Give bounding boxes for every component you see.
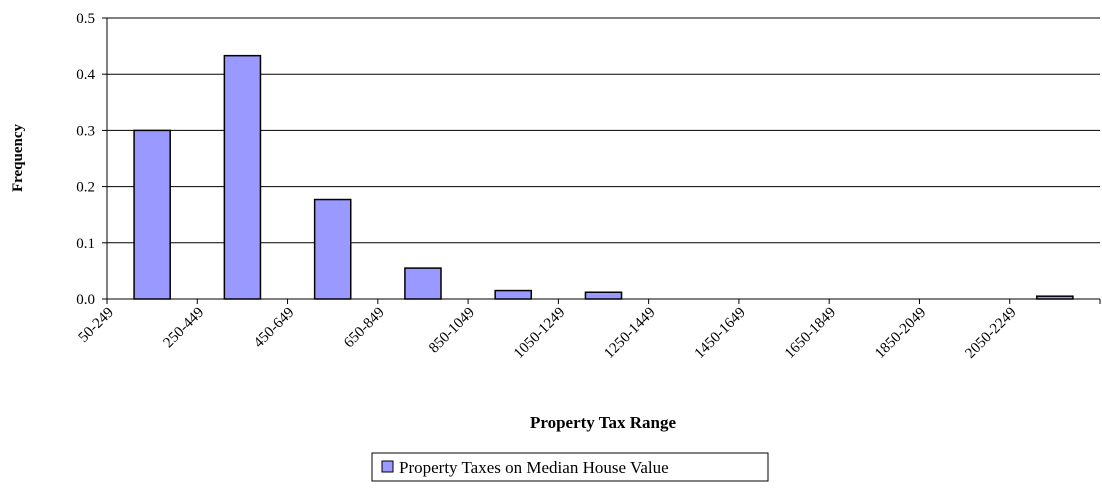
- y-tick-label: 0.5: [76, 11, 95, 27]
- bar: [584, 291, 623, 300]
- bar: [313, 198, 352, 300]
- y-tick-label: 0.4: [76, 67, 95, 83]
- x-tick-label: 2050-2249: [962, 305, 1019, 362]
- x-tick-label: 250-449: [161, 305, 208, 352]
- x-tick-label: 1850-2049: [872, 305, 929, 362]
- bar: [223, 54, 262, 300]
- y-tick-label: 0.3: [76, 123, 95, 139]
- x-tick-label: 850-1049: [426, 305, 478, 357]
- y-tick-label: 0.0: [76, 292, 95, 308]
- legend-box: [371, 452, 769, 482]
- x-tick-label: 1650-1849: [782, 305, 839, 362]
- bar: [494, 289, 533, 300]
- y-tick-label: 0.1: [76, 236, 95, 252]
- x-tick-label: 1250-1449: [601, 305, 658, 362]
- x-tick-label: 1050-1249: [511, 305, 568, 362]
- x-tick-label: 1450-1649: [692, 305, 749, 362]
- y-axis-label: Frequency: [10, 123, 26, 192]
- bar: [404, 267, 442, 300]
- x-tick-label: 50-249: [76, 305, 117, 346]
- bar: [133, 129, 171, 300]
- bar: [1036, 295, 1074, 300]
- legend-label: Property Taxes on Median House Value: [399, 458, 669, 477]
- y-tick-label: 0.2: [76, 180, 95, 196]
- x-tick-label: 450-649: [251, 305, 298, 352]
- x-tick-label: 650-849: [341, 305, 388, 352]
- x-axis-label: Property Tax Range: [530, 413, 677, 432]
- legend-swatch: [381, 460, 394, 473]
